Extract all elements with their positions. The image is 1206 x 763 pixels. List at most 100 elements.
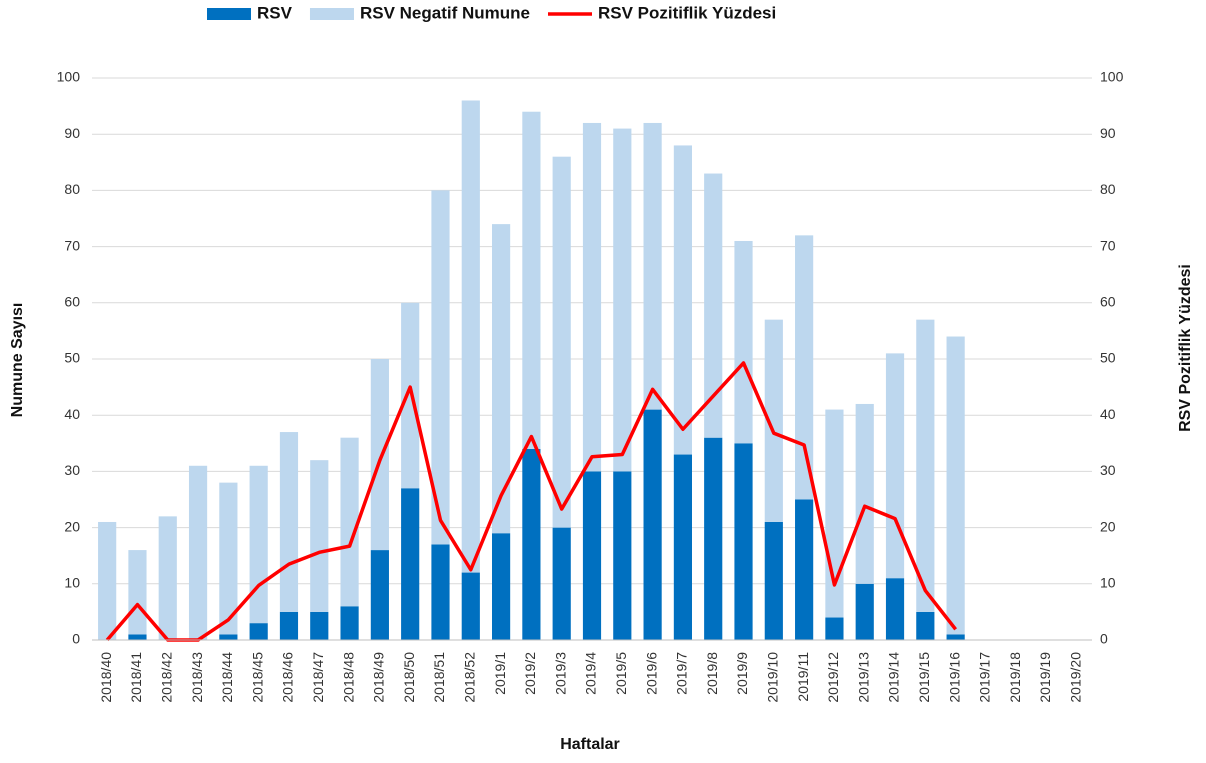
bar xyxy=(916,319,935,612)
bar xyxy=(340,437,359,607)
x-tick-label: 2019/10 xyxy=(765,652,781,703)
bar xyxy=(885,353,905,579)
bar xyxy=(492,533,511,640)
bar xyxy=(552,156,571,528)
bar xyxy=(764,319,783,522)
bar xyxy=(401,302,420,489)
x-tick-label: 2019/3 xyxy=(552,652,568,695)
bar xyxy=(401,488,420,640)
bar xyxy=(673,145,692,455)
bar xyxy=(279,432,299,612)
bar xyxy=(310,460,329,612)
y2-tick-label: 0 xyxy=(1100,631,1108,647)
bar xyxy=(825,617,844,640)
bar xyxy=(855,403,874,584)
x-tick-label: 2018/51 xyxy=(431,652,447,703)
x-tick-label: 2019/8 xyxy=(704,652,720,695)
bar xyxy=(128,634,147,640)
y-tick-label: 90 xyxy=(64,125,80,141)
bar xyxy=(492,224,511,534)
y2-tick-label: 40 xyxy=(1100,406,1116,422)
y-tick-label: 50 xyxy=(64,350,80,366)
y-tick-label: 40 xyxy=(64,406,80,422)
x-tick-label: 2019/17 xyxy=(977,652,993,703)
bar xyxy=(552,527,571,640)
bar xyxy=(613,128,632,472)
legend-swatch xyxy=(309,8,354,20)
x-tick-label: 2018/44 xyxy=(219,652,235,703)
x-tick-label: 2019/4 xyxy=(583,652,599,695)
y2-tick-label: 70 xyxy=(1100,237,1116,253)
y-tick-label: 20 xyxy=(64,518,80,534)
x-axis-title: Haftalar xyxy=(560,736,620,753)
y-axis-title: Numune Sayısı xyxy=(9,303,26,418)
bar xyxy=(704,437,723,640)
x-tick-label: 2019/14 xyxy=(886,652,902,703)
y-tick-label: 70 xyxy=(64,237,80,253)
bar xyxy=(643,409,662,640)
bar xyxy=(279,611,299,640)
bar xyxy=(158,516,177,640)
y-tick-label: 60 xyxy=(64,294,80,310)
x-tick-label: 2018/40 xyxy=(98,652,114,703)
bar xyxy=(946,336,965,635)
x-tick-label: 2019/11 xyxy=(795,652,811,702)
x-tick-label: 2019/5 xyxy=(613,652,629,695)
x-tick-label: 2018/43 xyxy=(189,652,205,703)
bar xyxy=(764,521,783,640)
x-tick-label: 2018/47 xyxy=(310,652,326,703)
legend-text: RSV xyxy=(257,3,293,22)
bar xyxy=(310,611,329,640)
y2-tick-label: 100 xyxy=(1100,69,1124,85)
x-tick-label: 2019/15 xyxy=(916,652,932,703)
bar xyxy=(704,173,723,438)
x-tick-label: 2019/2 xyxy=(522,652,538,695)
bar xyxy=(582,122,602,472)
x-tick-label: 2019/16 xyxy=(946,652,962,703)
line xyxy=(105,361,958,642)
bar xyxy=(461,100,480,573)
bar xyxy=(128,550,147,635)
bar xyxy=(98,521,117,640)
bar xyxy=(795,499,814,640)
x-tick-label: 2018/49 xyxy=(371,652,387,703)
bar xyxy=(249,623,268,640)
y-tick-label: 80 xyxy=(64,181,80,197)
y-tick-label: 10 xyxy=(64,575,80,591)
y-tick-label: 100 xyxy=(57,69,81,85)
bar xyxy=(249,465,268,624)
bar xyxy=(522,448,541,640)
bar xyxy=(370,359,389,551)
x-tick-label: 2018/42 xyxy=(158,652,174,703)
x-tick-label: 2018/41 xyxy=(128,652,144,703)
x-tick-label: 2019/6 xyxy=(643,652,659,695)
bar xyxy=(613,471,632,640)
y-tick-label: 0 xyxy=(72,631,80,647)
legend-swatch xyxy=(207,8,251,20)
y2-tick-label: 90 xyxy=(1100,125,1116,141)
x-tick-label: 2018/46 xyxy=(280,652,296,703)
x-tick-label: 2019/12 xyxy=(825,652,841,703)
bar xyxy=(340,606,359,640)
x-tick-label: 2018/48 xyxy=(340,652,356,703)
x-tick-label: 2019/19 xyxy=(1037,652,1053,703)
x-tick-label: 2018/52 xyxy=(461,652,477,703)
x-tick-label: 2019/20 xyxy=(1068,652,1084,703)
legend-text: RSV Pozitiflik Yüzdesi xyxy=(598,3,776,22)
bar xyxy=(643,122,662,410)
x-tick-label: 2018/45 xyxy=(249,652,265,703)
bar xyxy=(431,544,450,640)
bar xyxy=(219,482,238,635)
x-tick-label: 2019/13 xyxy=(855,652,871,703)
y2-tick-label: 80 xyxy=(1100,181,1116,197)
bar xyxy=(916,611,935,640)
x-tick-label: 2018/50 xyxy=(401,652,417,703)
x-tick-label: 2019/18 xyxy=(1007,652,1023,703)
y-tick-label: 30 xyxy=(64,462,80,478)
bar xyxy=(431,190,450,545)
x-tick-label: 2019/1 xyxy=(492,652,508,695)
x-tick-label: 2019/9 xyxy=(734,652,750,695)
bar xyxy=(673,454,692,640)
bar xyxy=(522,111,541,449)
